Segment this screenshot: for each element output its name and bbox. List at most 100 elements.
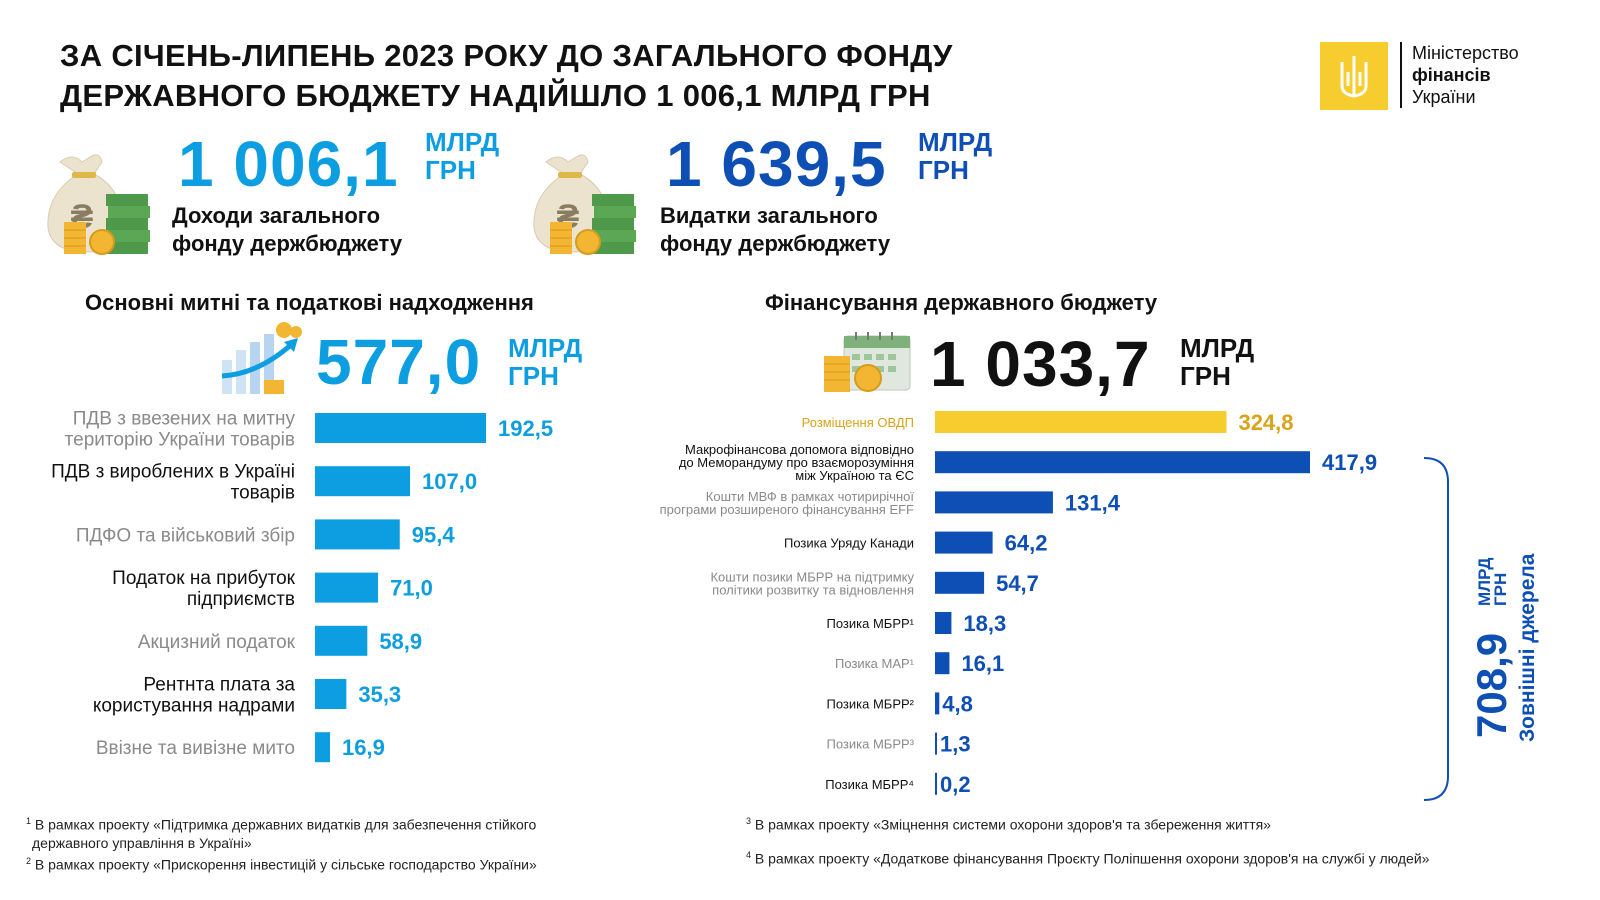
financing-bar	[935, 692, 940, 715]
tax-bar	[315, 413, 486, 443]
left-section-title: Основні митні та податкові надходження	[85, 290, 534, 315]
revenue-label-line2: фонду держбюджету	[172, 231, 403, 256]
financing-bar	[935, 571, 985, 594]
financing-category-label: Позика МБРР²	[827, 696, 915, 711]
financing-bar-value: 417,9	[1322, 450, 1377, 475]
expense-label: Видатки загального фонду держбюджету	[660, 202, 890, 258]
footnote-1-line1: В рамках проекту «Підтримка державних ви…	[34, 816, 537, 833]
financing-bar-value: 18,3	[963, 611, 1006, 636]
growth-chart-icon	[218, 320, 308, 396]
logo-text-line1: Міністерство	[1412, 43, 1519, 63]
tax-bar	[315, 732, 331, 763]
right-total-unit: МЛРД ГРН	[1180, 334, 1254, 390]
right-total-unit-line1: МЛРД	[1180, 333, 1255, 363]
tax-category-label: ПДФО та військовий збір	[76, 525, 295, 546]
financing-bar-value: 16,1	[961, 651, 1004, 676]
tax-bar	[315, 519, 400, 550]
financing-category-label: між Україною та ЄС	[795, 468, 914, 483]
tax-bar-value: 58,9	[379, 629, 422, 654]
tax-category-label: підприємств	[187, 589, 295, 610]
financing-bar	[935, 732, 937, 755]
tax-category-label: товарів	[231, 483, 295, 504]
right-total-unit-line2: ГРН	[1180, 361, 1231, 391]
logo-text-line3: України	[1412, 87, 1476, 107]
tax-category-label: ПДВ з ввезених на митну	[73, 409, 296, 430]
right-total-value: 1 033,7	[930, 328, 1151, 400]
external-sources-unit1: МЛРД	[1475, 558, 1494, 606]
financing-bar	[935, 411, 1227, 433]
revenue-label-line1: Доходи загального	[172, 203, 381, 228]
financing-category-label: Позика МБРР¹	[827, 616, 915, 631]
page-title-line2: ДЕРЖАВНОГО БЮДЖЕТУ НАДІЙШЛО 1 006,1 МЛРД…	[60, 78, 931, 113]
tax-bar-value: 71,0	[390, 576, 433, 601]
money-bag-icon: ₴	[528, 148, 640, 258]
logo-divider	[1400, 42, 1402, 108]
ministry-logo: Міністерство фінансів України	[1320, 42, 1560, 110]
financing-category-label: Кошти МВФ в рамках чотирирічної	[706, 489, 915, 504]
tax-category-label: Акцизний податок	[138, 632, 296, 653]
tax-category-label: Ввізне та вивізне мито	[96, 738, 295, 759]
external-sources-unit2: ГРН	[1491, 573, 1510, 606]
footnote-1-mark: 1	[26, 816, 32, 826]
financing-category-label: Позика МАР¹	[835, 656, 915, 671]
financing-category-label: Розміщення ОВДП	[802, 415, 914, 430]
footnote-3-text: В рамках проекту «Зміцнення системи охор…	[754, 816, 1271, 833]
expense-label-line1: Видатки загального	[660, 203, 878, 228]
calendar-coins-icon	[822, 330, 914, 394]
page-title: ЗА СІЧЕНЬ-ЛИПЕНЬ 2023 РОКУ ДО ЗАГАЛЬНОГО…	[60, 36, 953, 116]
financing-category-label: Позика МБРР³	[827, 737, 915, 752]
financing-bar-value: 1,3	[940, 732, 971, 757]
footnote-1-line2: державного управління в Україні»	[32, 834, 252, 851]
financing-bar	[935, 531, 993, 554]
financing-bar	[935, 652, 950, 675]
revenue-value: 1 006,1	[178, 128, 399, 200]
financing-category-label: Кошти позики МБРР на підтримку	[710, 569, 914, 584]
footnote-2-text: В рамках проекту «Прискорення інвестицій…	[34, 856, 537, 873]
external-sources-summary: 708,9 МЛРД ГРН Зовнішні джерела	[1462, 456, 1542, 746]
tax-category-label: Податок на прибуток	[112, 568, 296, 589]
financing-bar-value: 64,2	[1005, 531, 1048, 556]
footnote-2-mark: 2	[26, 856, 32, 866]
expense-unit-line2: ГРН	[918, 155, 969, 185]
tax-bar	[315, 572, 379, 603]
financing-category-label: Макрофінансова допомога відповідно	[685, 442, 914, 457]
financing-category-label: Позика Уряду Канади	[784, 536, 914, 551]
financing-category-label: програми розширеного фінансування EFF	[660, 502, 914, 517]
logo-text-line2: фінансів	[1412, 65, 1491, 85]
tax-bar	[315, 466, 411, 497]
footnote-3: 3 В рамках проекту «Зміцнення системи ох…	[746, 812, 1271, 834]
external-sources-bracket	[1423, 457, 1449, 801]
financing-bar-value: 131,4	[1065, 490, 1121, 515]
financing-category-label: політики розвитку та відновлення	[712, 582, 914, 597]
financing-category-label: Позика МБРР⁴	[825, 777, 914, 792]
financing-category-label: до Меморандуму про взаєморозуміння	[679, 455, 914, 470]
revenue-unit: МЛРД ГРН	[425, 128, 499, 184]
left-total-unit-line2: ГРН	[508, 361, 559, 391]
budget-financing-bar-chart: 324,8 Розміщення ОВДП 417,9 Макрофінансова …	[660, 410, 1377, 797]
expense-unit: МЛРД ГРН	[918, 128, 992, 184]
financing-bar	[935, 451, 1310, 474]
external-sources-label: Зовнішні джерела	[1516, 553, 1539, 742]
money-bag-icon: ₴	[42, 148, 154, 258]
left-total-unit: МЛРД ГРН	[508, 334, 582, 390]
tax-bar-value: 107,0	[422, 469, 477, 494]
financing-bar	[935, 491, 1053, 514]
tax-bar-value: 16,9	[342, 735, 385, 760]
tax-bar-value: 95,4	[412, 522, 456, 547]
financing-bar-value: 324,8	[1238, 410, 1293, 435]
financing-bar	[935, 772, 937, 795]
tax-bar-value: 192,5	[498, 416, 553, 441]
financing-bar-value: 54,7	[996, 571, 1039, 596]
footnote-1: 1 В рамках проекту «Підтримка державних …	[26, 812, 536, 852]
financing-bar-value: 4,8	[942, 691, 973, 716]
footnote-2: 2 В рамках проекту «Прискорення інвестиц…	[26, 852, 537, 874]
revenue-unit-line1: МЛРД	[425, 127, 500, 157]
financing-bar-value: 0,2	[940, 772, 971, 797]
financing-bar	[935, 612, 952, 634]
revenue-label: Доходи загального фонду держбюджету	[172, 202, 402, 258]
revenue-unit-line2: ГРН	[425, 155, 476, 185]
footnote-3-mark: 3	[746, 816, 752, 826]
left-total-unit-line1: МЛРД	[508, 333, 583, 363]
tax-bar	[315, 679, 347, 709]
